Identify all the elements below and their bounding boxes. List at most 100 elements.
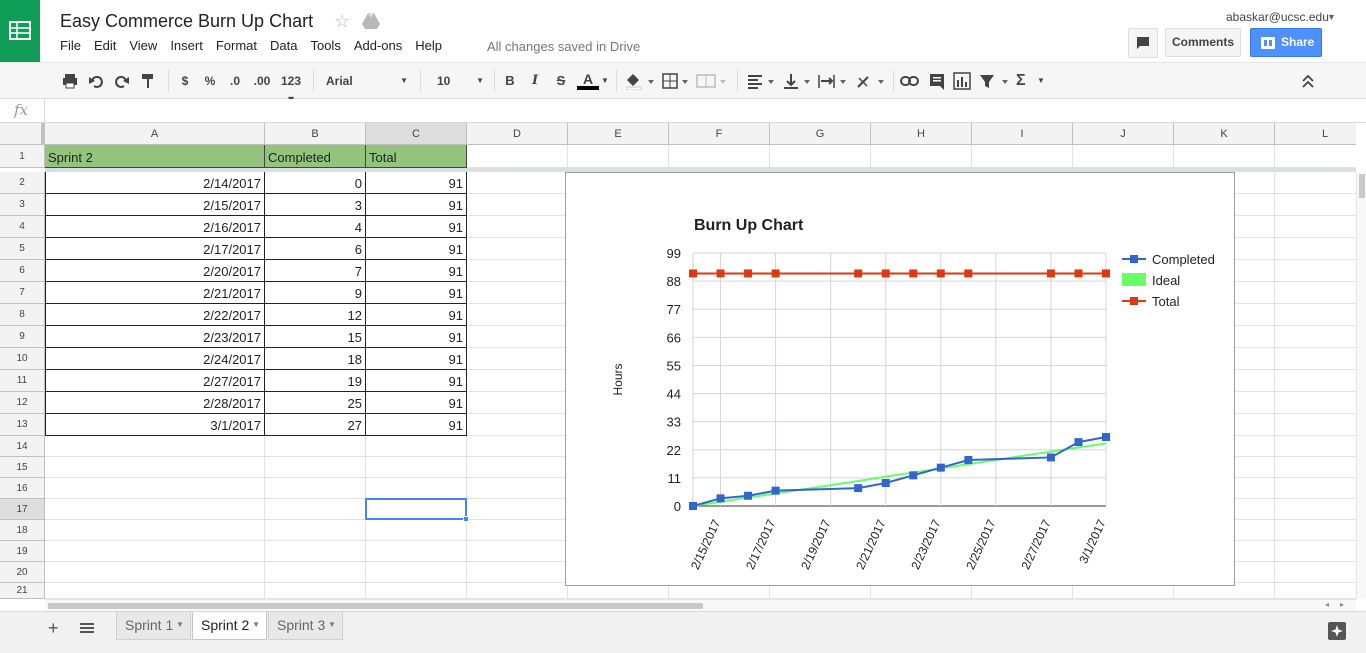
cell-b5[interactable]: 6: [265, 238, 366, 260]
all-sheets-icon[interactable]: [80, 622, 94, 634]
star-icon[interactable]: ☆: [334, 11, 351, 31]
burn-up-chart[interactable]: Burn Up Chart 0 11 22 33 44 55 66 77 88 99 2/15/201…: [565, 172, 1235, 586]
cell-c5[interactable]: 91: [366, 238, 467, 260]
horizontal-align-icon[interactable]: [746, 72, 778, 90]
save-status[interactable]: All changes saved in Drive: [487, 39, 641, 54]
horizontal-scrollbar[interactable]: ◂ ▸: [45, 599, 1356, 611]
row-header-7[interactable]: 7: [0, 282, 45, 304]
borders-icon[interactable]: [661, 72, 691, 90]
menu-help[interactable]: Help: [415, 38, 442, 53]
font-size-select[interactable]: 10 ▼: [437, 72, 487, 90]
row-header-17[interactable]: 17: [0, 499, 45, 520]
column-header-i[interactable]: I: [972, 123, 1073, 145]
scroll-right-icon[interactable]: ▸: [1340, 600, 1345, 609]
row-header-18[interactable]: 18: [0, 520, 45, 541]
column-header-g[interactable]: G: [770, 123, 871, 145]
scroll-left-icon[interactable]: ◂: [1325, 600, 1330, 609]
formula-input[interactable]: [46, 99, 1356, 123]
column-header-a[interactable]: A: [45, 123, 265, 145]
comment-history-button[interactable]: [1128, 28, 1158, 58]
explore-icon[interactable]: [1328, 622, 1346, 640]
menu-data[interactable]: Data: [270, 38, 298, 53]
menu-insert[interactable]: Insert: [170, 38, 203, 53]
cell-a2[interactable]: 2/14/2017: [45, 172, 265, 194]
cell-c13[interactable]: 91: [366, 414, 467, 436]
cell-a1[interactable]: Sprint 2: [45, 145, 265, 168]
column-header-k[interactable]: K: [1174, 123, 1275, 145]
drive-folder-icon[interactable]: [361, 12, 381, 30]
row-header-20[interactable]: 20: [0, 562, 45, 583]
column-header-h[interactable]: H: [871, 123, 972, 145]
menu-view[interactable]: View: [129, 38, 158, 53]
freeze-handle[interactable]: [41, 123, 45, 145]
cell-b4[interactable]: 4: [265, 216, 366, 238]
cell-c4[interactable]: 91: [366, 216, 467, 238]
row-header-10[interactable]: 10: [0, 348, 45, 370]
sheets-logo-icon[interactable]: [0, 0, 40, 62]
redo-icon[interactable]: [113, 72, 131, 90]
chevron-down-icon[interactable]: ▼: [328, 620, 336, 629]
cell-c12[interactable]: 91: [366, 392, 467, 414]
cell-b6[interactable]: 7: [265, 260, 366, 282]
cell-b1[interactable]: Completed: [265, 145, 366, 168]
user-email[interactable]: abaskar@ucsc.edu: [1226, 10, 1329, 24]
menu-addons[interactable]: Add-ons: [353, 38, 403, 53]
print-icon[interactable]: [61, 72, 79, 90]
more-formats-button[interactable]: 123 ▾: [277, 72, 305, 106]
italic-button[interactable]: I: [531, 73, 539, 88]
cell-a3[interactable]: 2/15/2017: [45, 194, 265, 216]
cell-b8[interactable]: 12: [265, 304, 366, 326]
cell-c10[interactable]: 91: [366, 348, 467, 370]
cell-b7[interactable]: 9: [265, 282, 366, 304]
undo-icon[interactable]: [87, 72, 105, 90]
row-header-9[interactable]: 9: [0, 326, 45, 348]
cell-a10[interactable]: 2/24/2017: [45, 348, 265, 370]
sheet-tab-sprint-2[interactable]: Sprint 2 ▼: [192, 612, 267, 640]
fill-handle[interactable]: [463, 516, 469, 522]
row-header-13[interactable]: 13: [0, 414, 45, 436]
chevron-down-icon[interactable]: ▼: [252, 620, 260, 629]
add-sheet-icon[interactable]: +: [48, 618, 59, 638]
merge-cells-icon[interactable]: [695, 72, 729, 90]
cell-a8[interactable]: 2/22/2017: [45, 304, 265, 326]
text-rotation-icon[interactable]: [855, 72, 887, 90]
cell-b10[interactable]: 18: [265, 348, 366, 370]
row-header-1[interactable]: 1: [0, 145, 45, 168]
row-header-2[interactable]: 2: [0, 172, 45, 194]
column-header-f[interactable]: F: [669, 123, 770, 145]
menu-edit[interactable]: Edit: [93, 38, 117, 53]
cell-a13[interactable]: 3/1/2017: [45, 414, 265, 436]
text-wrapping-icon[interactable]: [817, 72, 849, 90]
menu-tools[interactable]: Tools: [310, 38, 341, 53]
row-header-15[interactable]: 15: [0, 457, 45, 478]
chevron-down-icon[interactable]: ▼: [601, 76, 609, 85]
cell-b12[interactable]: 25: [265, 392, 366, 414]
strikethrough-button[interactable]: S: [556, 73, 566, 88]
row-header-14[interactable]: 14: [0, 436, 45, 457]
cell-c8[interactable]: 91: [366, 304, 467, 326]
row-header-19[interactable]: 19: [0, 541, 45, 562]
horizontal-scroll-thumb[interactable]: [48, 603, 703, 609]
row-header-5[interactable]: 5: [0, 238, 45, 260]
cell-b13[interactable]: 27: [265, 414, 366, 436]
cell-a4[interactable]: 2/16/2017: [45, 216, 265, 238]
sheet-tab-sprint-3[interactable]: Sprint 3 ▼: [268, 612, 343, 640]
share-button[interactable]: Share: [1250, 28, 1322, 57]
collapse-toolbar-icon[interactable]: [1300, 72, 1316, 90]
cell-a9[interactable]: 2/23/2017: [45, 326, 265, 348]
cell-c2[interactable]: 91: [366, 172, 467, 194]
row-header-12[interactable]: 12: [0, 392, 45, 414]
insert-comment-icon[interactable]: [928, 72, 946, 90]
vertical-scrollbar[interactable]: [1356, 172, 1366, 599]
row-header-11[interactable]: 11: [0, 370, 45, 392]
cell-c1[interactable]: Total: [366, 145, 467, 168]
filter-icon[interactable]: [978, 72, 1010, 90]
vertical-align-icon[interactable]: [782, 72, 814, 90]
cell-b3[interactable]: 3: [265, 194, 366, 216]
column-header-e[interactable]: E: [568, 123, 669, 145]
row-header-21[interactable]: 21: [0, 583, 45, 599]
row-header-16[interactable]: 16: [0, 478, 45, 499]
cell-c7[interactable]: 91: [366, 282, 467, 304]
insert-link-icon[interactable]: [900, 72, 920, 90]
cell-a12[interactable]: 2/28/2017: [45, 392, 265, 414]
